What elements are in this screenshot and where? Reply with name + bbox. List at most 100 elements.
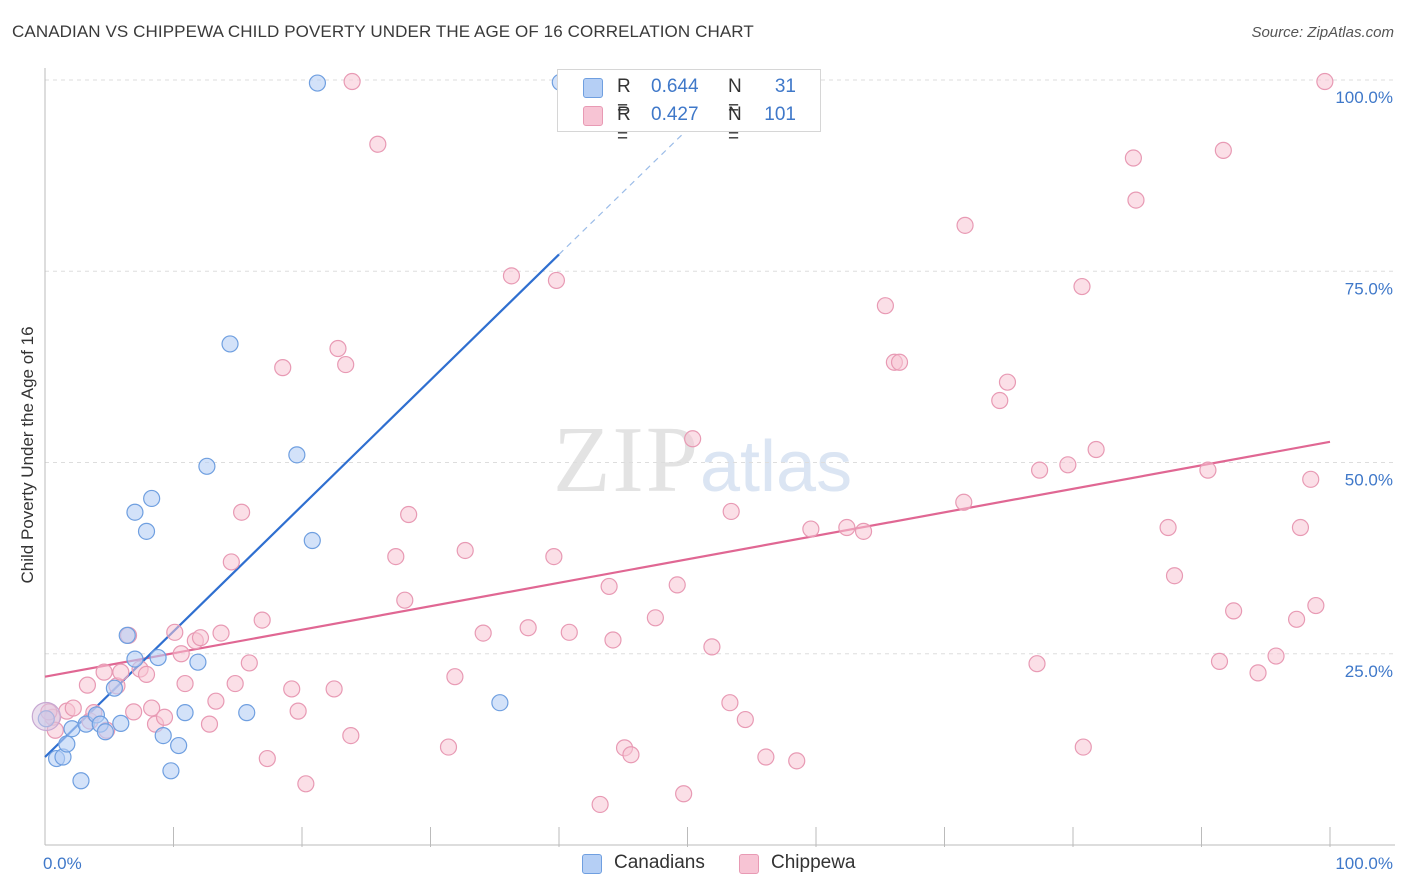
chippewa-point (721, 694, 739, 712)
chippewa-point (112, 663, 130, 681)
y-tick-label: 100.0% (1335, 88, 1393, 107)
x-tick-label: 100.0% (1335, 854, 1393, 873)
chippewa-point (456, 541, 474, 560)
canadians-point (162, 762, 180, 780)
chippewa-point (400, 505, 418, 524)
canadians-point (221, 335, 239, 353)
axes (44, 68, 1395, 847)
canadians-point (189, 653, 207, 671)
n-value: 31 (774, 76, 796, 97)
chippewa-point (1249, 664, 1267, 682)
chippewa-legend-swatch (739, 854, 759, 874)
x-tick-label: 0.0% (43, 854, 82, 873)
canadians-point (303, 531, 321, 550)
chippewa-point (474, 624, 492, 642)
chippewa-point (233, 503, 251, 521)
watermark: ZIPatlas (553, 405, 852, 514)
canadians-swatch (583, 78, 603, 98)
chippewa-point (1225, 602, 1243, 620)
chippewa-point (337, 355, 355, 374)
chippewa-point (1073, 277, 1091, 296)
r-label: R = (617, 104, 631, 147)
chippewa-point (1210, 652, 1229, 671)
chippewa-point (668, 576, 686, 594)
n-value: 101 (764, 104, 796, 125)
chippewa-point (1199, 461, 1217, 479)
chippewa-point (502, 267, 521, 285)
chippewa-point (1059, 456, 1077, 474)
chippewa-point (439, 738, 458, 756)
canadians-point (118, 626, 136, 644)
canadians-legend-swatch (582, 854, 602, 874)
chippewa-point (369, 135, 387, 153)
chippewa-point (956, 216, 974, 234)
canadians-point (112, 714, 130, 732)
watermark-zip: ZIP (553, 408, 700, 512)
chippewa-point (274, 359, 292, 377)
n-label: N = (728, 76, 742, 119)
chippewa-point (1291, 518, 1310, 537)
chippewa-point (387, 547, 405, 566)
chippewa-point (1028, 655, 1046, 673)
chippewa-point (240, 654, 258, 672)
chippewa-point (78, 676, 97, 694)
chippewa-point (64, 699, 82, 717)
canadians-legend-label: Canadians (614, 852, 705, 873)
canadians-point (149, 648, 167, 667)
chippewa-point (343, 72, 361, 91)
chippewa-point (1030, 461, 1049, 479)
chippewa-point (200, 715, 219, 733)
canadians-point (491, 694, 509, 712)
chippewa-point (591, 795, 609, 814)
chippewa-point (684, 430, 702, 448)
r-value: 0.427 (651, 104, 699, 125)
chippewa-point (876, 297, 894, 315)
y-tick-label: 75.0% (1345, 279, 1393, 298)
chippewa-point (212, 624, 230, 642)
chippewa-swatch (583, 106, 603, 126)
chippewa-point (396, 591, 414, 609)
y-tick-label: 25.0% (1345, 662, 1393, 681)
chippewa-point (722, 502, 740, 521)
canadians-point (170, 736, 188, 755)
chippewa-point (176, 674, 194, 693)
chippewa-point (560, 623, 578, 641)
chippewa-point (547, 271, 566, 290)
gridlines (45, 79, 1395, 655)
canadians-point (288, 446, 306, 464)
chippewa-point (600, 577, 618, 596)
chippewa-point (172, 645, 190, 663)
chippewa-point (1165, 567, 1184, 585)
r-value: 0.644 (651, 76, 699, 97)
chippewa-point (95, 663, 113, 681)
n-label: N = (728, 104, 742, 147)
chippewa-point (258, 749, 276, 768)
chippewa-point (545, 547, 563, 566)
canadians-trend-line (44, 253, 560, 758)
chippewa-point (155, 708, 174, 726)
chippewa-point (854, 522, 873, 540)
watermark-atlas: atlas (700, 427, 853, 507)
chippewa-point (297, 775, 315, 793)
chippewa-point (1316, 72, 1334, 91)
chippewa-point (137, 665, 156, 684)
chippewa-point (1214, 141, 1232, 159)
chippewa-point (226, 674, 244, 693)
canadians-point (105, 679, 123, 697)
stats-legend: R = 0.644 N = 31 R = 0.427 N = 101 (557, 69, 821, 147)
chippewa-point (166, 623, 184, 641)
chippewa-point (191, 629, 210, 647)
chippewa-point (757, 748, 775, 766)
chippewa-point (838, 518, 856, 537)
chippewa-point (253, 611, 271, 629)
chippewa-point (1287, 610, 1306, 628)
chippewa-point (604, 631, 622, 649)
chippewa-point (222, 553, 240, 571)
chippewa-point (207, 692, 225, 710)
source-label: Source: ZipAtlas.com (1251, 24, 1394, 41)
chippewa-point (519, 619, 537, 637)
chippewa-point (325, 680, 343, 698)
canadians-point (143, 489, 161, 508)
data-points (31, 72, 1334, 814)
